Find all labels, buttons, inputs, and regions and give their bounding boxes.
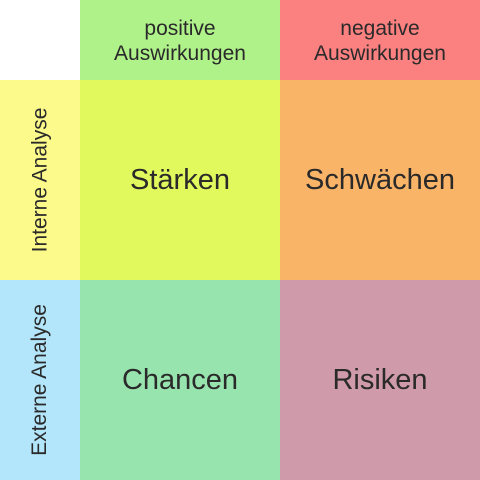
quadrant-weaknesses: Schwächen [280,80,480,280]
quadrant-strengths-label: Stärken [130,163,230,196]
column-header-negative: negative Auswirkungen [280,0,480,80]
quadrant-opportunities: Chancen [80,280,280,480]
quadrant-threats: Risiken [280,280,480,480]
column-header-positive: positive Auswirkungen [80,0,280,80]
row-header-external-label: Externe Analyse [28,304,52,456]
column-header-negative-line1: negative [340,17,420,40]
row-header-internal: Interne Analyse [0,80,80,280]
quadrant-opportunities-label: Chancen [121,363,239,396]
column-header-positive-line2: Auswirkungen [114,42,246,65]
corner-blank [0,0,80,80]
quadrant-strengths: Stärken [80,80,280,280]
quadrant-threats-label: Risiken [332,363,428,396]
quadrant-weaknesses-label: Schwächen [305,163,455,196]
row-header-external: Externe Analyse [0,280,80,480]
row-header-internal-label: Interne Analyse [28,107,52,253]
column-header-positive-line1: positive [144,17,216,40]
column-header-negative-line2: Auswirkungen [314,42,446,65]
